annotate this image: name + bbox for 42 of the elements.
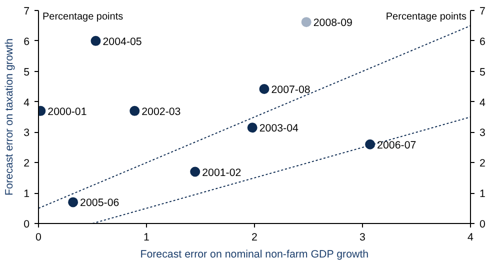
annotation: 2004-05 bbox=[102, 36, 142, 48]
x-tick-label: 2 bbox=[252, 232, 258, 244]
y-tick-label: 1 bbox=[24, 188, 30, 200]
point bbox=[190, 166, 200, 177]
y-tick-label: 2 bbox=[24, 158, 30, 170]
x-tick-label: 4 bbox=[468, 232, 474, 244]
y2-tick-label: 5 bbox=[480, 66, 486, 78]
y2-tick-label: 7 bbox=[480, 6, 486, 18]
y-axis-title: Forecast error on taxation growth bbox=[4, 38, 16, 196]
annotation: Percentage points bbox=[386, 12, 467, 22]
annotation: 2008-09 bbox=[313, 17, 353, 30]
point bbox=[259, 84, 270, 94]
y2-tick-label: 6 bbox=[480, 36, 486, 48]
annotation: 2006-07 bbox=[377, 139, 416, 152]
point bbox=[90, 36, 101, 46]
x-axis-title: Forecast error on nominal non-farm GDP growth bbox=[140, 248, 369, 260]
y-tick-label: 0 bbox=[24, 218, 30, 230]
annotation: 2002-03 bbox=[142, 106, 181, 118]
point bbox=[365, 139, 376, 150]
x-tick-label: 0 bbox=[36, 232, 42, 244]
y2-tick-label: 4 bbox=[480, 96, 486, 109]
annotation: 2000-01 bbox=[48, 106, 87, 118]
y-tick-label: 4 bbox=[24, 96, 30, 109]
y2-tick-label: 2 bbox=[480, 158, 486, 170]
annotation: 2001-02 bbox=[202, 166, 242, 179]
point bbox=[130, 106, 140, 116]
annotation: 2007-08 bbox=[271, 84, 310, 96]
y2-tick-label: 1 bbox=[480, 188, 486, 200]
x-tick-label: 3 bbox=[360, 232, 366, 244]
y-tick-label: 6 bbox=[24, 36, 30, 48]
point bbox=[68, 197, 78, 208]
annotation: 2003-04 bbox=[259, 122, 299, 135]
y2-tick-label: 3 bbox=[480, 127, 486, 140]
annotation: 2005-06 bbox=[80, 197, 120, 210]
y-tick-label: 7 bbox=[24, 6, 30, 18]
y-tick-label: 3 bbox=[24, 127, 30, 140]
point bbox=[247, 122, 258, 133]
y2-tick-label: 0 bbox=[480, 218, 486, 230]
y-tick-label: 5 bbox=[24, 66, 30, 78]
point bbox=[301, 17, 312, 28]
x-tick-label: 1 bbox=[144, 232, 150, 244]
annotation: Percentage points bbox=[42, 12, 124, 22]
